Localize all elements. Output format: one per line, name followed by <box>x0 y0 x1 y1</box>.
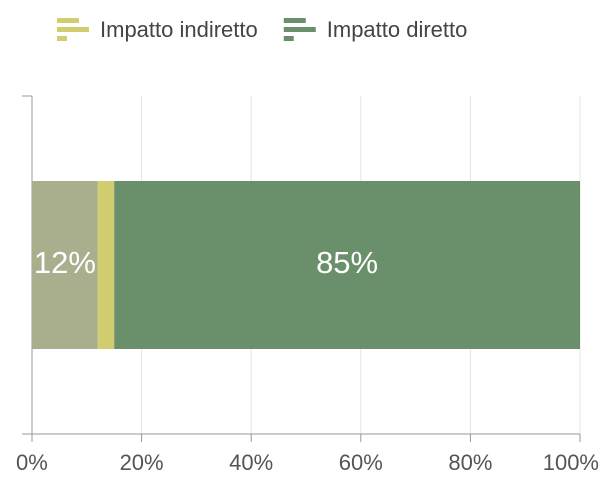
x-tick-label: 20% <box>120 450 164 475</box>
legend-label: Impatto indiretto <box>100 17 258 42</box>
legend-icon <box>57 18 79 23</box>
legend-icon <box>57 27 89 32</box>
legend-label: Impatto diretto <box>327 17 468 42</box>
x-tick-label: 0% <box>16 450 48 475</box>
x-tick-label: 80% <box>448 450 492 475</box>
value-label: 12% <box>34 245 96 280</box>
legend-icon <box>283 18 306 23</box>
x-tick-label: 40% <box>229 450 273 475</box>
legend-icon <box>283 27 316 32</box>
bar-segment <box>114 181 580 349</box>
legend-icon <box>283 36 294 41</box>
bar-segment <box>32 181 98 349</box>
bar-segment <box>97 181 115 349</box>
x-tick-label: 100% <box>543 450 599 475</box>
legend-icon <box>57 36 67 41</box>
x-tick-label: 60% <box>339 450 383 475</box>
value-label: 85% <box>316 245 378 280</box>
